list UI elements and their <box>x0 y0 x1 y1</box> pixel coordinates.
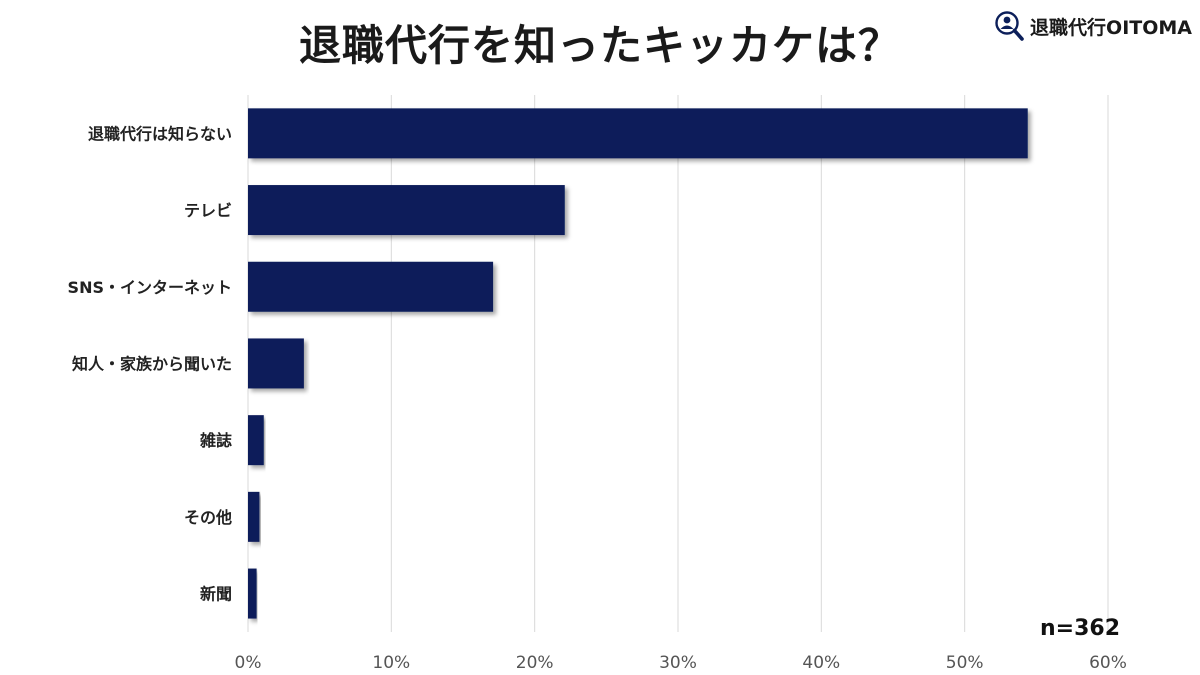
x-tick-label: 0% <box>235 653 262 673</box>
x-tick-label: 60% <box>1089 653 1127 673</box>
category-label: 雑誌 <box>199 431 232 450</box>
category-label: その他 <box>184 508 232 527</box>
gridlines <box>247 95 1109 632</box>
bar <box>248 108 1028 159</box>
bar <box>248 338 304 389</box>
bar <box>248 261 494 312</box>
bar <box>248 491 260 542</box>
logo-text: 退職代行OITOMA <box>1030 16 1192 39</box>
category-label: 退職代行は知らない <box>88 124 232 143</box>
x-tick-label: 50% <box>946 653 984 673</box>
bar <box>248 415 264 466</box>
bar <box>248 185 565 236</box>
category-label: テレビ <box>184 201 232 220</box>
x-axis-tick-labels: 0% 10% 20% 30% 40% 50% 60% <box>235 653 1127 673</box>
x-tick-label: 40% <box>802 653 840 673</box>
bars <box>248 108 1028 619</box>
x-tick-label: 20% <box>516 653 554 673</box>
brand-logo: 退職代行OITOMA <box>994 10 1192 42</box>
magnifier-person-icon <box>995 11 1024 41</box>
bar <box>248 568 257 619</box>
chart-title: 退職代行を知ったキッカケは？ <box>298 21 901 70</box>
sample-size-label: n=362 <box>1040 616 1121 641</box>
x-tick-label: 10% <box>372 653 410 673</box>
category-label: 新聞 <box>200 585 232 604</box>
category-label: SNS・インターネット <box>68 278 232 297</box>
category-label: 知人・家族から聞いた <box>72 354 232 373</box>
x-tick-label: 30% <box>659 653 697 673</box>
